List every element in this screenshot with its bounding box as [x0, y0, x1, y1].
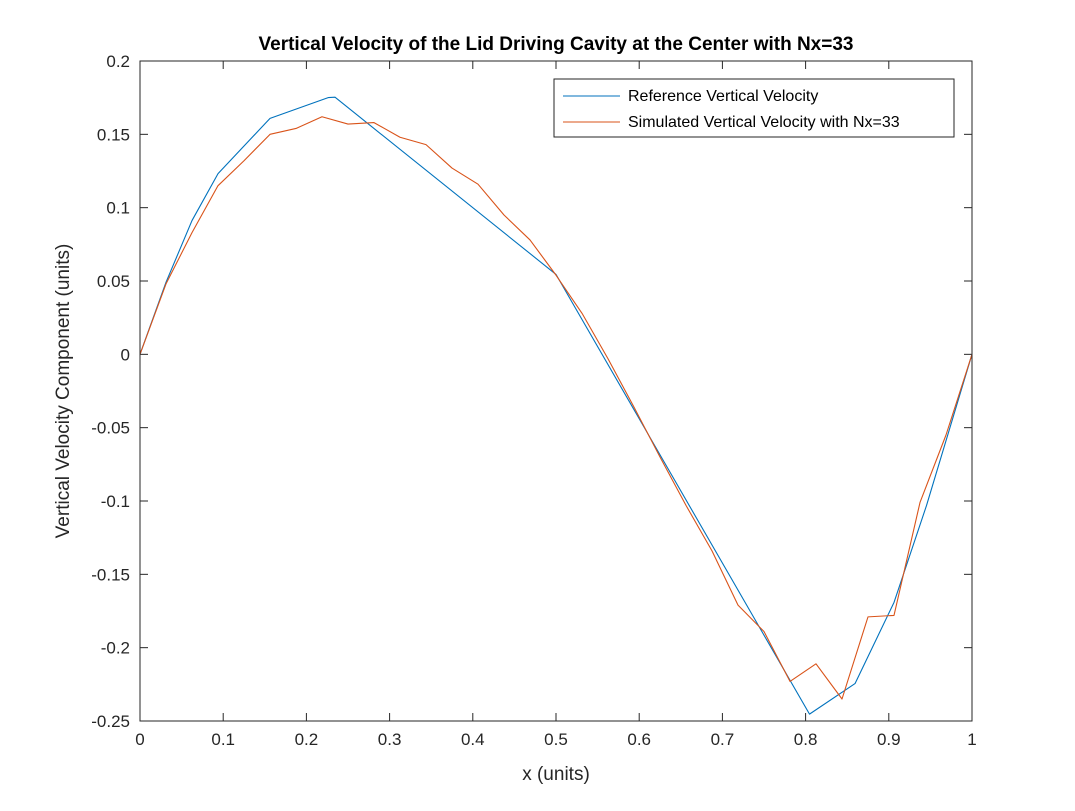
y-tick-label: -0.2: [101, 639, 130, 658]
x-tick-label: 0.4: [461, 730, 485, 749]
x-tick-label: 0: [135, 730, 144, 749]
y-axis-ticks: 0.2 0.15 0.1 0.05 0 -0.05 -0.1 -0.15 -0.2 -0.25: [91, 52, 972, 731]
chart-title: Vertical Velocity of the Lid Driving Cav…: [259, 34, 854, 55]
x-tick-label: 0.5: [544, 730, 568, 749]
x-tick-label: 0.8: [794, 730, 818, 749]
y-tick-label: -0.15: [91, 565, 130, 584]
x-tick-label: 0.2: [295, 730, 319, 749]
x-axis-ticks: 0 0.1 0.2 0.3 0.4 0.5 0.6 0.7 0.8 0.9 1: [135, 61, 977, 749]
legend-label-simulated: Simulated Vertical Velocity with Nx=33: [628, 114, 900, 131]
y-axis-label: Vertical Velocity Component (units): [53, 244, 74, 539]
x-tick-label: 1: [967, 730, 976, 749]
plot-area: [140, 61, 972, 721]
y-tick-label: 0.1: [106, 199, 130, 218]
x-axis-label: x (units): [522, 764, 590, 785]
series-line-simulated: [139, 116, 973, 700]
y-tick-label: 0: [121, 345, 130, 364]
x-tick-label: 0.9: [877, 730, 901, 749]
y-tick-label: 0.15: [97, 125, 130, 144]
series-layer: [139, 96, 973, 715]
plot-frame: [139, 60, 973, 722]
legend-box: [553, 78, 955, 138]
y-tick-label: -0.05: [91, 419, 130, 438]
y-tick-label: 0.05: [97, 272, 130, 291]
x-tick-label: 0.3: [378, 730, 402, 749]
y-tick-label: 0.2: [106, 52, 130, 71]
y-tick-label: -0.25: [91, 712, 130, 731]
x-tick-label: 0.7: [711, 730, 735, 749]
legend-label-reference: Reference Vertical Velocity: [628, 88, 818, 105]
legend: Reference Vertical Velocity Simulated Ve…: [553, 78, 955, 138]
series-line-reference: [139, 96, 973, 715]
y-tick-label: -0.1: [101, 492, 130, 511]
x-tick-label: 0.1: [211, 730, 235, 749]
x-tick-label: 0.6: [627, 730, 651, 749]
